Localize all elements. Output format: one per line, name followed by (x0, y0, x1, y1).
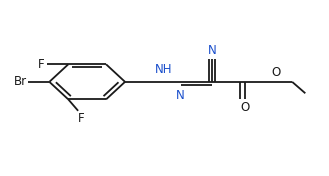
Text: NH: NH (155, 63, 172, 76)
Text: O: O (240, 101, 250, 114)
Text: F: F (38, 58, 44, 71)
Text: Br: Br (13, 75, 27, 88)
Text: N: N (208, 44, 216, 57)
Text: O: O (271, 66, 280, 79)
Text: N: N (176, 89, 185, 102)
Text: F: F (77, 112, 84, 124)
